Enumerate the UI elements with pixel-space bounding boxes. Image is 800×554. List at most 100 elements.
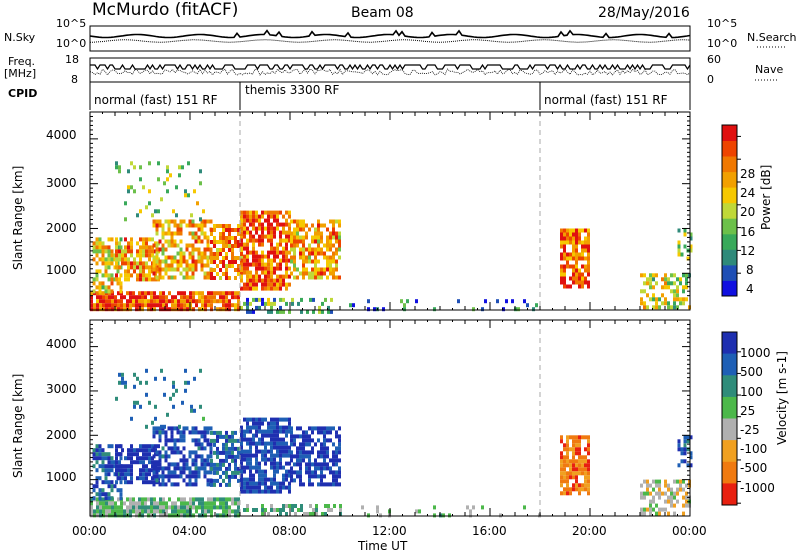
heatmap-cell <box>258 242 261 247</box>
heatmap-cell <box>151 460 154 465</box>
heatmap-cell <box>150 501 153 506</box>
heatmap-cell <box>99 509 102 514</box>
heatmap-cell <box>101 273 105 278</box>
heatmap-cell <box>189 505 192 510</box>
heatmap-cell <box>563 471 566 476</box>
heatmap-cell <box>288 210 291 215</box>
heatmap-cell <box>101 285 105 290</box>
heatmap-cell <box>165 307 168 312</box>
heatmap-cell <box>240 473 243 478</box>
heatmap-cell <box>110 464 114 469</box>
heatmap-cell <box>107 460 111 465</box>
heatmap-cell <box>575 475 578 480</box>
heatmap-cell <box>664 273 667 278</box>
heatmap-cell <box>136 376 139 381</box>
heatmap-cell <box>273 433 276 438</box>
heatmap-cell <box>240 305 243 310</box>
heatmap-cell <box>142 448 145 453</box>
heatmap-cell <box>219 513 222 518</box>
heatmap-cell <box>270 222 273 227</box>
heatmap-cell <box>180 509 183 514</box>
heatmap-cell <box>155 426 159 431</box>
heatmap-cell <box>276 214 279 219</box>
heatmap-cell <box>154 444 157 449</box>
heatmap-cell <box>314 458 317 463</box>
heatmap-cell <box>270 421 273 426</box>
heatmap-cell <box>135 303 138 308</box>
heatmap-cell <box>667 305 670 310</box>
heatmap-cell <box>670 503 673 508</box>
heatmap-cell <box>225 303 228 308</box>
heatmap-cell <box>102 505 105 510</box>
heatmap-cell <box>124 472 127 477</box>
heatmap-cell <box>276 465 279 470</box>
heatmap-cell <box>276 266 279 271</box>
heatmap-cell <box>222 303 225 308</box>
heatmap-cell <box>234 513 237 518</box>
heatmap-cell <box>264 445 267 450</box>
heatmap-cell <box>240 437 243 442</box>
heatmap-cell <box>252 238 255 243</box>
heatmap-cell <box>98 285 102 290</box>
heatmap-cell <box>95 285 99 290</box>
heatmap-cell <box>92 245 96 250</box>
heatmap-cell <box>560 491 563 496</box>
heatmap-cell <box>189 501 192 506</box>
heatmap-cell <box>216 462 219 467</box>
heatmap-cell <box>203 235 207 240</box>
heatmap-cell <box>311 462 314 467</box>
heatmap-cell <box>197 235 201 240</box>
heatmap-cell <box>133 261 136 266</box>
heatmap-cell <box>167 474 171 479</box>
heatmap-cell <box>323 223 326 228</box>
heatmap-cell <box>673 281 676 286</box>
heatmap-cell <box>314 235 317 240</box>
nave-right-tick-bottom: 0 <box>707 73 714 86</box>
heatmap-cell <box>197 227 201 232</box>
heatmap-cell <box>317 450 320 455</box>
heatmap-cell <box>225 458 228 463</box>
heatmap-cell <box>124 384 127 389</box>
heatmap-cell <box>197 466 201 471</box>
heatmap-cell <box>288 238 291 243</box>
heatmap-cell <box>228 240 231 244</box>
heatmap-cell <box>255 250 258 255</box>
heatmap-cell <box>201 291 204 296</box>
heatmap-cell <box>144 501 147 506</box>
heatmap-cell <box>649 491 652 496</box>
heatmap-cell <box>285 286 288 291</box>
heatmap-cell <box>148 456 151 461</box>
heatmap-cell <box>572 272 575 277</box>
heatmap-cell <box>261 429 264 434</box>
heatmap-cell <box>308 271 311 276</box>
heatmap-cell <box>115 161 118 166</box>
velocity-ytick-2000: 2000 <box>46 428 77 442</box>
heatmap-cell <box>121 476 124 481</box>
heatmap-cell <box>155 255 159 260</box>
heatmap-cell <box>258 262 261 267</box>
heatmap-cell <box>560 463 563 468</box>
heatmap-cell <box>145 277 148 282</box>
heatmap-cell <box>172 392 175 397</box>
heatmap-cell <box>246 262 249 267</box>
nave-label: Nave <box>755 63 784 76</box>
heatmap-cell <box>198 513 201 518</box>
heatmap-cell <box>279 465 282 470</box>
heatmap-cell <box>222 264 225 268</box>
nsearch-label: N.Search <box>747 31 797 44</box>
heatmap-cell <box>111 513 114 518</box>
heatmap-cell <box>249 437 252 442</box>
heatmap-cell <box>194 235 198 240</box>
heatmap-cell <box>194 263 198 268</box>
heatmap-cell <box>273 246 276 251</box>
heatmap-cell <box>130 444 133 449</box>
heatmap-cell <box>587 459 590 464</box>
velocity-colorbar-swatch <box>722 483 737 506</box>
heatmap-cell <box>572 435 575 440</box>
heatmap-cell <box>152 255 156 260</box>
heatmap-cell <box>293 227 296 232</box>
heatmap-cell <box>270 465 273 470</box>
heatmap-cell <box>320 478 323 483</box>
heatmap-cell <box>569 236 572 241</box>
heatmap-cell <box>194 223 198 228</box>
